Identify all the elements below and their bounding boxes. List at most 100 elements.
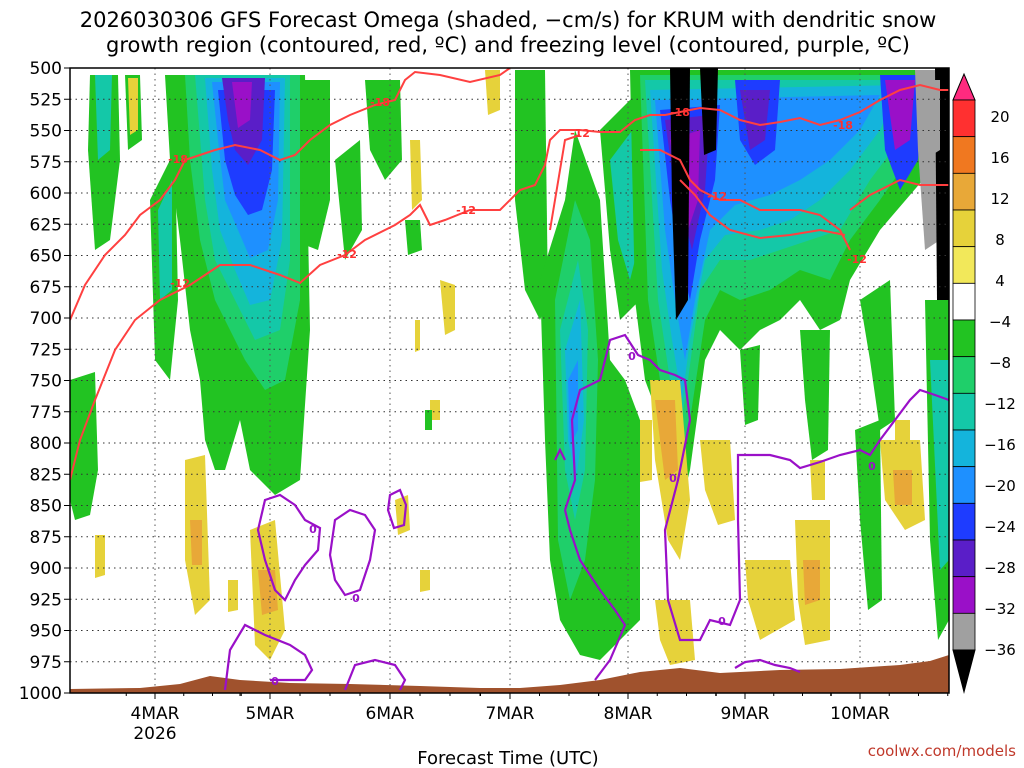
plot-area: -18 -18 -18 -18 -12 -12 -12 -12 -12 -12 0 0 0 0 0 0 0 [69,67,950,694]
freezing-level-line [256,493,322,602]
freezing-level-line [343,658,407,691]
red-contour-label: -18 [670,106,690,119]
y-tick-label: 975 [30,653,62,673]
omega-shade-region [640,420,652,482]
omega-shade-region [95,75,112,160]
x-tick-label: 10MAR [830,704,890,724]
y-tick-label: 575 [30,153,62,173]
omega-shade-region [568,360,578,445]
colorbar-segment [952,576,976,614]
x-tick-label: 6MAR [366,704,415,724]
freezing-level-line [563,333,949,642]
omega-shade-region [300,80,330,250]
dendritic-growth-contours [70,68,949,481]
colorbar-label: −4 [989,313,1011,331]
x-tick-label: 9MAR [721,704,770,724]
colorbar-segment [952,502,976,541]
y-tick-label: 800 [30,434,62,454]
red-contour-label: -18 [168,153,188,166]
omega-shade-region [930,80,940,155]
dendritic-contour-line [719,83,949,127]
omega-shade-region [700,440,735,525]
dendritic-contour-line [70,106,721,481]
y-tick-label: 750 [30,372,62,392]
purple-contour-label: 0 [271,675,279,688]
omega-shade-region [740,90,770,150]
colorbar-segment [952,319,976,358]
omega-shading [70,68,949,665]
red-contour-label: -18 [833,119,853,132]
colorbar-segment [952,466,976,504]
colorbar-label: −12 [984,395,1016,413]
red-contour-label: -12 [707,190,727,203]
x-tick-label: 5MAR [246,704,295,724]
colorbar-label: −36 [984,641,1016,659]
colorbar-label: −28 [984,559,1016,577]
colorbar-segment [952,172,976,211]
y-tick-label: 825 [30,465,62,485]
y-tick-label: 525 [30,90,62,110]
colorbar-segment [952,136,976,174]
omega-shade-region [405,220,422,255]
freezing-level-line [223,623,314,691]
chart-title-line-2: growth region (contoured, red, ºC) and f… [106,33,910,57]
dendritic-contour-line [70,68,511,321]
y-tick-label: 925 [30,590,62,610]
omega-shade-region [158,180,172,300]
colorbar-label: 12 [990,190,1009,208]
x-axis-title: Forecast Time (UTC) [417,748,598,768]
terrain-fill [70,655,949,693]
y-tick-label: 875 [30,528,62,548]
colorbar-label: −32 [984,600,1016,618]
freezing-level-line [328,508,377,597]
colorbar-segment [952,612,976,651]
colorbar-label: 4 [995,272,1005,290]
omega-shade-region [895,420,910,440]
chart-title-line-1: 2026030306 GFS Forecast Omega (shaded, −… [80,8,937,32]
omega-shade-region [415,320,420,352]
omega-shade-region [810,460,825,500]
y-tick-label: 725 [30,340,62,360]
omega-shade-region [893,470,912,505]
y-tick-label: 1000 [19,684,62,704]
dendritic-contour-line [640,149,851,251]
omega-shade-region [515,70,548,320]
freezing-level-line [734,658,801,674]
y-tick-label: 625 [30,215,62,235]
y-tick-label: 675 [30,278,62,298]
y-tick-label: 500 [30,59,62,79]
y-tick-label: 650 [30,247,62,267]
omega-shade-region [232,82,252,128]
x-tick-label: 8MAR [604,704,653,724]
omega-shade-region [855,420,882,610]
omega-shade-region [655,400,678,480]
omega-shade-region [425,410,432,430]
colorbar-label: −20 [984,477,1016,495]
colorbar-label: 20 [990,108,1009,126]
colorbar-label: −16 [984,436,1016,454]
red-contour-label: -12 [170,277,190,290]
purple-contour-label: 0 [868,460,876,473]
y-tick-label: 950 [30,622,62,642]
freezing-level-line [554,447,566,461]
dendritic-contour-line [549,134,581,231]
x-tick-year: 2026 [133,724,176,744]
purple-contour-label: 0 [309,523,317,536]
contour-labels: -18 -18 -18 -18 -12 -12 -12 -12 -12 -12 0 0 0 0 0 0 0 [168,96,876,688]
omega-shade-region [128,78,138,135]
purple-contour-label: 0 [669,472,677,485]
omega-shade-region [95,535,105,578]
omega-shade-region [930,360,949,570]
colorbar-segment [952,356,976,394]
omega-shade-region [440,280,455,335]
colorbar-label: 8 [995,231,1005,249]
omega-shade-region [190,520,202,565]
colorbar-segment [952,209,976,248]
colorbar: 20 16 12 8 4 −4 −8 −12 −16 −20 −24 −28 −32 −36 [952,72,1016,694]
omega-shade-region [228,580,238,612]
colorbar-segment [952,282,976,321]
dendritic-contour-line [849,178,949,211]
red-contour-label: -18 [370,96,390,109]
